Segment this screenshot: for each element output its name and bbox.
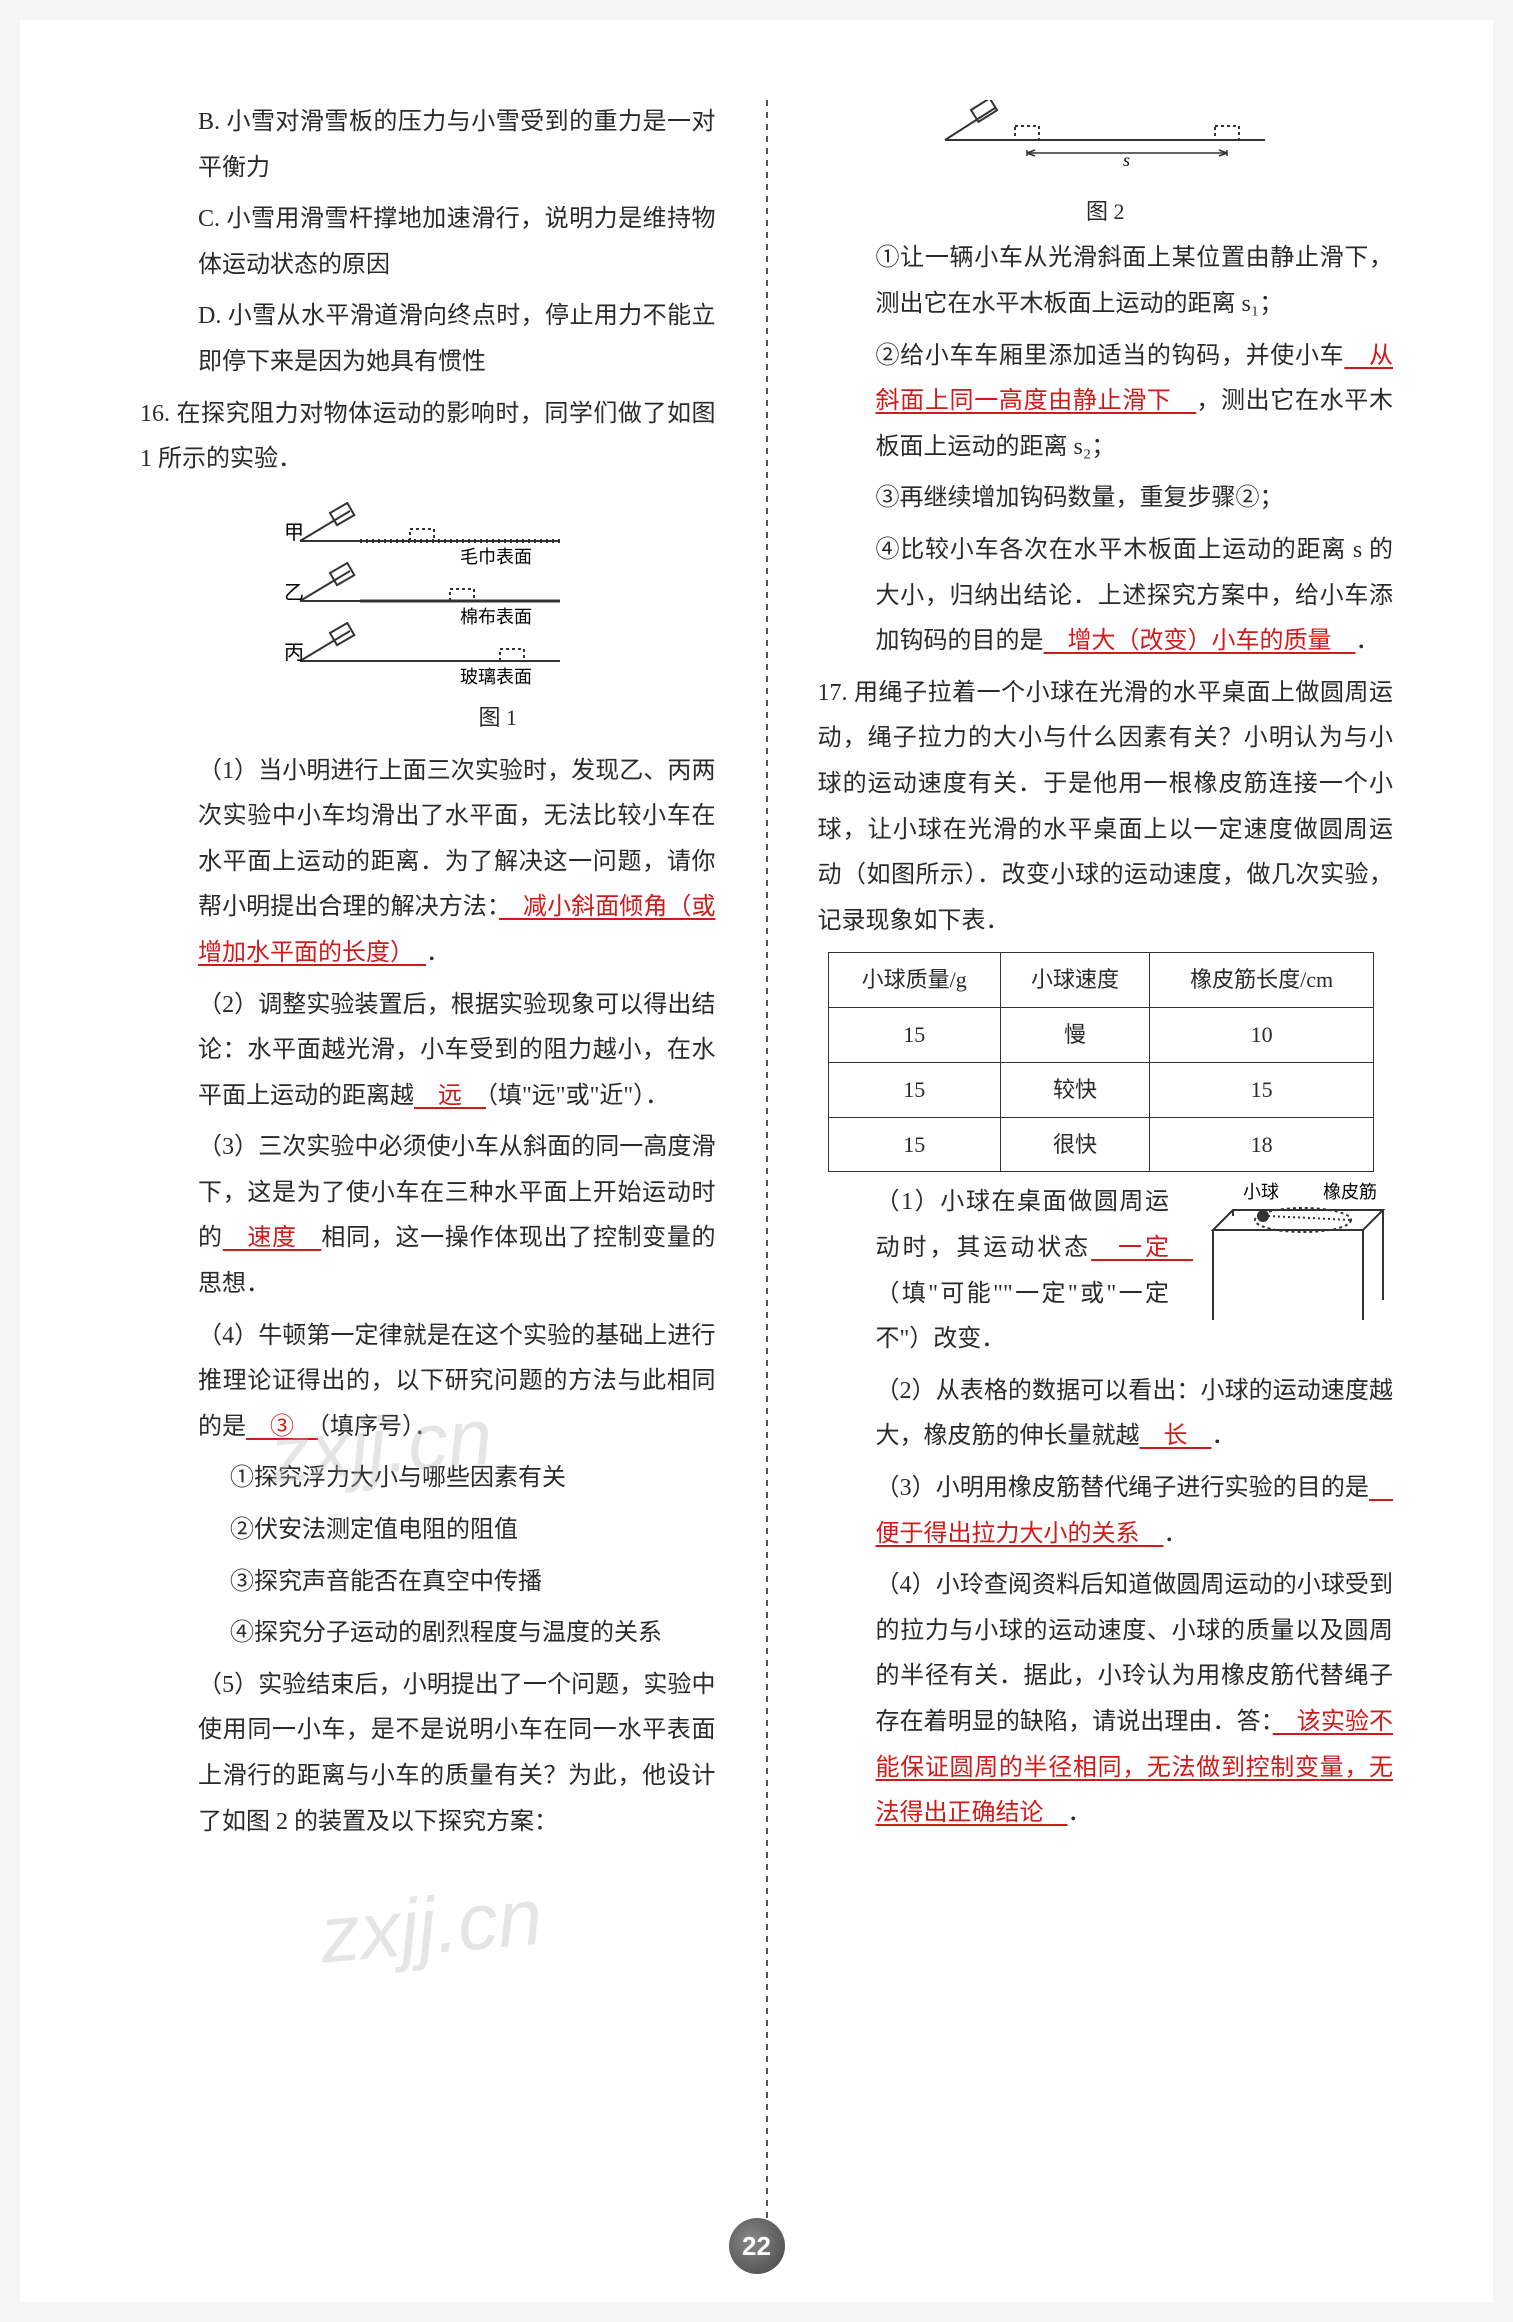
q16-4-option-4: ④探究分子运动的剧烈程度与温度的关系	[140, 1611, 716, 1657]
step-2: ②给小车车厢里添加适当的钩码，并使小车 从斜面上同一高度由静止滑下 ，测出它在水…	[818, 334, 1394, 471]
q16-4-answer: ③	[246, 1414, 318, 1440]
table-row: 15 很快 18	[828, 1117, 1374, 1172]
q16-3-answer: 速度	[223, 1225, 322, 1251]
step-4-answer: 增大（改变）小车的质量	[1044, 628, 1356, 654]
figure-3-table: 小球 橡皮筋	[1183, 1180, 1393, 1340]
table-cell: 15	[828, 1117, 1000, 1172]
table-cell: 慢	[1000, 1008, 1149, 1063]
q16-1: （1）当小明进行上面三次实验时，发现乙、丙两次实验中小车均滑出了水平面，无法比较…	[140, 749, 716, 977]
left-column: B. 小雪对滑雪板的压力与小雪受到的重力是一对平衡力 C. 小雪用滑雪杆撑地加速…	[140, 100, 726, 2242]
column-divider	[766, 100, 768, 2242]
q16-4: （4）牛顿第一定律就是在这个实验的基础上进行推理论证得出的，以下研究问题的方法与…	[140, 1314, 716, 1451]
figure-2: s 图 2	[818, 100, 1394, 232]
option-d: D. 小雪从水平滑道滑向终点时，停止用力不能立即停下来是因为她具有惯性	[140, 294, 716, 385]
q16-1-text-b: ．	[426, 940, 450, 966]
table-cell: 15	[1149, 1062, 1373, 1117]
table-cell: 15	[828, 1062, 1000, 1117]
q16-4-option-1: ①探究浮力大小与哪些因素有关	[140, 1456, 716, 1502]
step-2-text-a: ②给小车车厢里添加适当的钩码，并使小车	[876, 343, 1345, 369]
q16-2: （2）调整实验装置后，根据实验现象可以得出结论：水平面越光滑，小车受到的阻力越小…	[140, 983, 716, 1120]
q16-2-text-b: （填"远"或"近"）．	[486, 1083, 669, 1109]
q16-stem: 16. 在探究阻力对物体运动的影响时，同学们做了如图 1 所示的实验．	[140, 392, 716, 483]
step-4-text-b: ．	[1356, 628, 1380, 654]
fig1-jia: 甲	[284, 522, 304, 544]
q17-2: （2）从表格的数据可以看出：小球的运动速度越大，橡皮筋的伸长量就越 长 ．	[818, 1369, 1394, 1460]
q17-3-text-a: （3）小明用橡皮筋替代绳子进行实验的目的是	[876, 1475, 1370, 1501]
page: zxjj.cn zxjj.cn B. 小雪对滑雪板的压力与小雪受到的重力是一对平…	[20, 20, 1493, 2302]
data-table: 小球质量/g 小球速度 橡皮筋长度/cm 15 慢 10 15 较快 15 15…	[828, 952, 1375, 1172]
q17-3-text-b: ．	[1164, 1521, 1188, 1547]
option-b: B. 小雪对滑雪板的压力与小雪受到的重力是一对平衡力	[140, 100, 716, 191]
fig2-s-label: s	[1123, 150, 1130, 170]
fig1-bing: 丙	[284, 642, 304, 664]
q17-2-text-a: （2）从表格的数据可以看出：小球的运动速度越大，橡皮筋的伸长量就越	[876, 1378, 1394, 1450]
q16-4-option-2: ②伏安法测定值电阻的阻值	[140, 1508, 716, 1554]
right-column: s 图 2 ①让一辆小车从光滑斜面上某位置由静止滑下，测出它在水平木板面上运动的…	[808, 100, 1394, 2242]
q17-1-with-figure: （1）小球在桌面做圆周运动时，其运动状态 一定 （填"可能""一定"或"一定不"…	[818, 1180, 1394, 1368]
q16-2-answer: 远	[414, 1083, 486, 1109]
table-cell: 10	[1149, 1008, 1373, 1063]
table-cell: 很快	[1000, 1117, 1149, 1172]
table-row: 15 较快 15	[828, 1062, 1374, 1117]
step-1: ①让一辆小车从光滑斜面上某位置由静止滑下，测出它在水平木板面上运动的距离 s₁；	[818, 236, 1394, 327]
q17-3: （3）小明用橡皮筋替代绳子进行实验的目的是 便于得出拉力大小的关系 ．	[818, 1466, 1394, 1557]
q16-5: （5）实验结束后，小明提出了一个问题，实验中使用同一小车，是不是说明小车在同一水…	[140, 1663, 716, 1845]
step-3: ③再继续增加钩码数量，重复步骤②；	[818, 476, 1394, 522]
option-c: C. 小雪用滑雪杆撑地加速滑行，说明力是维持物体运动状态的原因	[140, 197, 716, 288]
q17-1: （1）小球在桌面做圆周运动时，其运动状态 一定 （填"可能""一定"或"一定不"…	[818, 1180, 1170, 1362]
table-header-row: 小球质量/g 小球速度 橡皮筋长度/cm	[828, 953, 1374, 1008]
table-cell: 15	[828, 1008, 1000, 1063]
table-header: 小球质量/g	[828, 953, 1000, 1008]
q17-4: （4）小玲查阅资料后知道做圆周运动的小球受到的拉力与小球的运动速度、小球的质量以…	[818, 1563, 1394, 1837]
fig1-yi: 乙	[284, 582, 304, 604]
table-header: 小球速度	[1000, 953, 1149, 1008]
table-cell: 较快	[1000, 1062, 1149, 1117]
table-row: 15 慢 10	[828, 1008, 1374, 1063]
q17-1-text-b: （填"可能""一定"或"一定不"）改变．	[876, 1281, 1170, 1353]
fig3-band-label: 橡皮筋	[1323, 1182, 1377, 1202]
q17-2-answer: 长	[1140, 1423, 1212, 1449]
q17-1-answer: 一定	[1091, 1235, 1193, 1261]
q17-4-text-b: ．	[1068, 1800, 1092, 1826]
page-number: 22	[729, 2218, 785, 2274]
q17-stem: 17. 用绳子拉着一个小球在光滑的水平桌面上做圆周运动，绳子拉力的大小与什么因素…	[818, 671, 1394, 945]
table-header: 橡皮筋长度/cm	[1149, 953, 1373, 1008]
fig1-label-3: 玻璃表面	[460, 667, 532, 687]
step-4: ④比较小车各次在水平木板面上运动的距离 s 的大小，归纳出结论．上述探究方案中，…	[818, 528, 1394, 665]
q16-3: （3）三次实验中必须使小车从斜面的同一高度滑下，这是为了使小车在三种水平面上开始…	[140, 1125, 716, 1307]
fig1-label-1: 毛巾表面	[460, 547, 532, 567]
fig1-label-2: 棉布表面	[460, 607, 532, 627]
q16-4-option-3: ③探究声音能否在真空中传播	[140, 1560, 716, 1606]
q17-2-text-b: ．	[1212, 1423, 1236, 1449]
fig2-caption: 图 2	[818, 191, 1394, 233]
fig1-caption: 图 1	[280, 697, 716, 739]
q16-4-text-b: （填序号）．	[318, 1414, 438, 1440]
fig3-ball-label: 小球	[1243, 1182, 1279, 1202]
table-cell: 18	[1149, 1117, 1373, 1172]
figure-1: 甲 乙 丙 毛巾表面 棉布表面 玻璃表面 图 1	[280, 493, 716, 739]
